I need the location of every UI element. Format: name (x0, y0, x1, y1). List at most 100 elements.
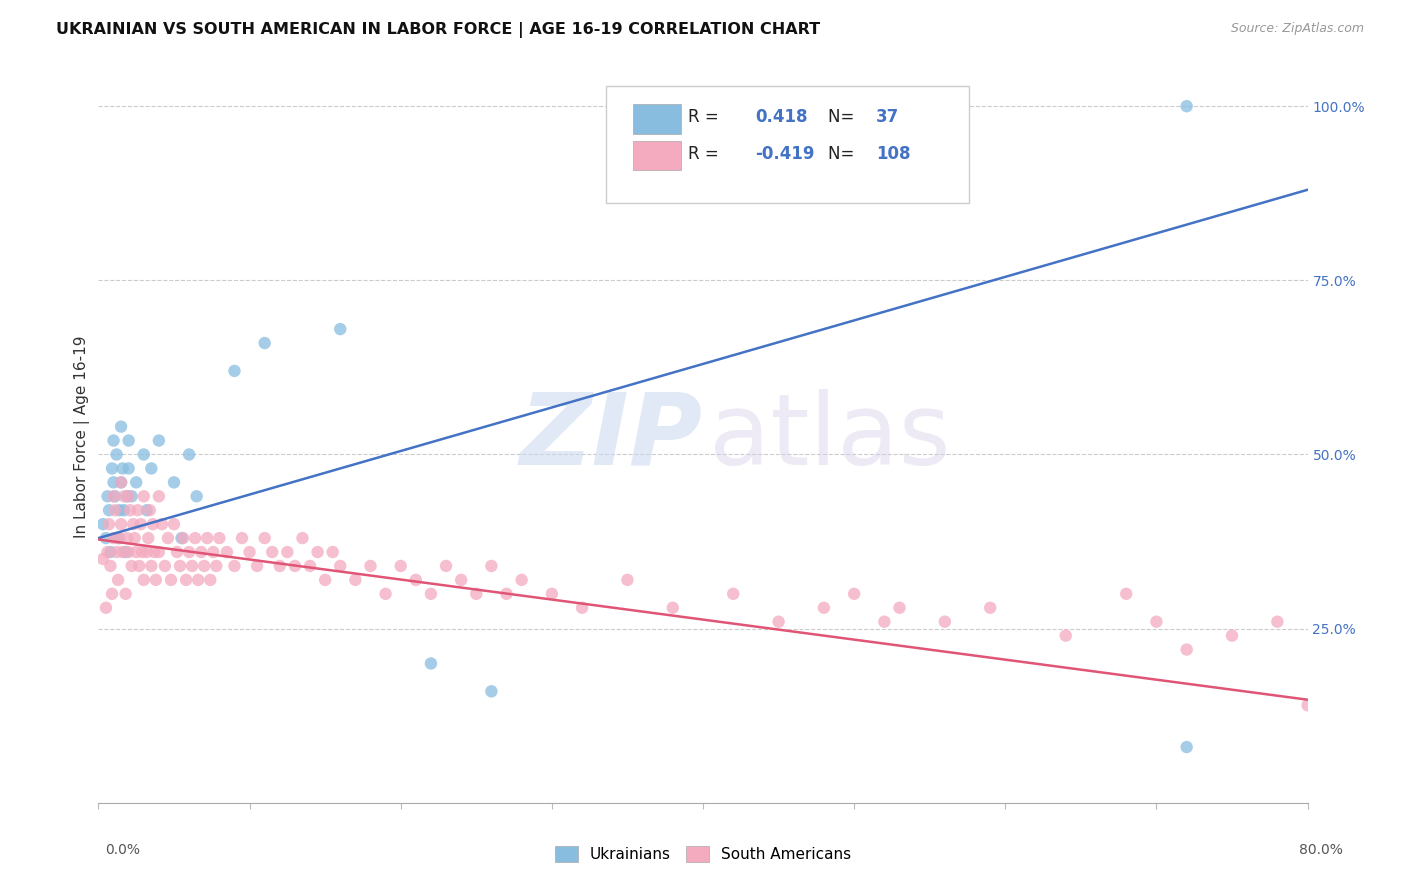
Point (132, 573, 155, 587)
Point (108, 531, 131, 545)
Point (103, 531, 125, 545)
Point (111, 545, 134, 559)
Point (344, 573, 367, 587)
Point (405, 573, 427, 587)
Point (148, 434, 170, 448)
Point (420, 657, 443, 671)
Text: Source: ZipAtlas.com: Source: ZipAtlas.com (1230, 22, 1364, 36)
Point (202, 545, 225, 559)
Point (105, 545, 128, 559)
Text: 0.0%: 0.0% (105, 843, 141, 857)
Point (94, 531, 117, 545)
Point (844, 587, 866, 601)
Point (112, 489, 135, 503)
Point (135, 503, 157, 517)
Point (91, 517, 114, 532)
Point (481, 684, 503, 698)
Point (118, 545, 141, 559)
Point (174, 573, 197, 587)
Point (269, 558, 291, 573)
Point (215, 545, 238, 559)
Point (200, 573, 222, 587)
Point (160, 573, 183, 587)
Point (135, 545, 157, 559)
Text: atlas: atlas (709, 389, 950, 485)
Point (107, 573, 129, 587)
Point (115, 531, 138, 545)
Point (262, 545, 284, 559)
Point (131, 545, 153, 559)
Point (125, 545, 148, 559)
Point (101, 461, 124, 475)
Point (1220, 629, 1243, 643)
Point (187, 573, 209, 587)
Point (118, 434, 141, 448)
Point (120, 503, 142, 517)
Point (374, 587, 396, 601)
Point (193, 558, 215, 573)
Point (104, 489, 127, 503)
Text: UKRAINIAN VS SOUTH AMERICAN IN LABOR FORCE | AGE 16-19 CORRELATION CHART: UKRAINIAN VS SOUTH AMERICAN IN LABOR FOR… (56, 22, 820, 38)
Point (104, 503, 127, 517)
Point (96, 545, 118, 559)
Point (360, 558, 382, 573)
Point (184, 531, 207, 545)
Point (122, 517, 145, 532)
Point (169, 558, 191, 573)
Point (1175, 642, 1198, 657)
Point (111, 461, 134, 475)
Point (110, 517, 132, 532)
Point (495, 587, 517, 601)
Point (110, 475, 132, 490)
Point (450, 573, 472, 587)
Point (1175, 740, 1198, 755)
Point (307, 545, 329, 559)
Point (322, 545, 344, 559)
FancyBboxPatch shape (633, 141, 682, 170)
Point (96, 489, 118, 503)
Point (1054, 629, 1077, 643)
Point (100, 558, 122, 573)
Point (114, 545, 136, 559)
Point (253, 336, 276, 351)
Point (889, 600, 911, 615)
Point (132, 448, 155, 462)
Point (190, 545, 212, 559)
Point (98, 503, 121, 517)
Point (118, 489, 141, 503)
Point (129, 517, 152, 532)
Point (121, 558, 143, 573)
Point (616, 573, 638, 587)
Point (205, 558, 228, 573)
Point (148, 545, 170, 559)
Point (110, 419, 132, 434)
Text: R =: R = (689, 109, 724, 127)
FancyBboxPatch shape (606, 86, 969, 203)
Point (110, 475, 132, 490)
Point (571, 600, 593, 615)
Point (813, 600, 835, 615)
Point (661, 600, 683, 615)
Point (98, 517, 121, 532)
Text: R =: R = (689, 145, 724, 163)
Point (1144, 615, 1167, 629)
Text: N=: N= (828, 109, 859, 127)
Point (314, 573, 336, 587)
Point (181, 558, 204, 573)
Point (723, 587, 745, 601)
Y-axis label: In Labor Force | Age 16-19: In Labor Force | Age 16-19 (75, 335, 90, 539)
Point (94, 600, 117, 615)
Point (873, 615, 896, 629)
Point (465, 587, 488, 601)
Point (389, 558, 412, 573)
Point (299, 558, 322, 573)
Text: 108: 108 (876, 145, 911, 163)
Point (934, 615, 956, 629)
Point (1175, 99, 1198, 113)
Point (1267, 615, 1289, 629)
Point (170, 531, 193, 545)
Point (276, 545, 298, 559)
Point (179, 545, 201, 559)
Point (540, 587, 562, 601)
Point (103, 489, 125, 503)
